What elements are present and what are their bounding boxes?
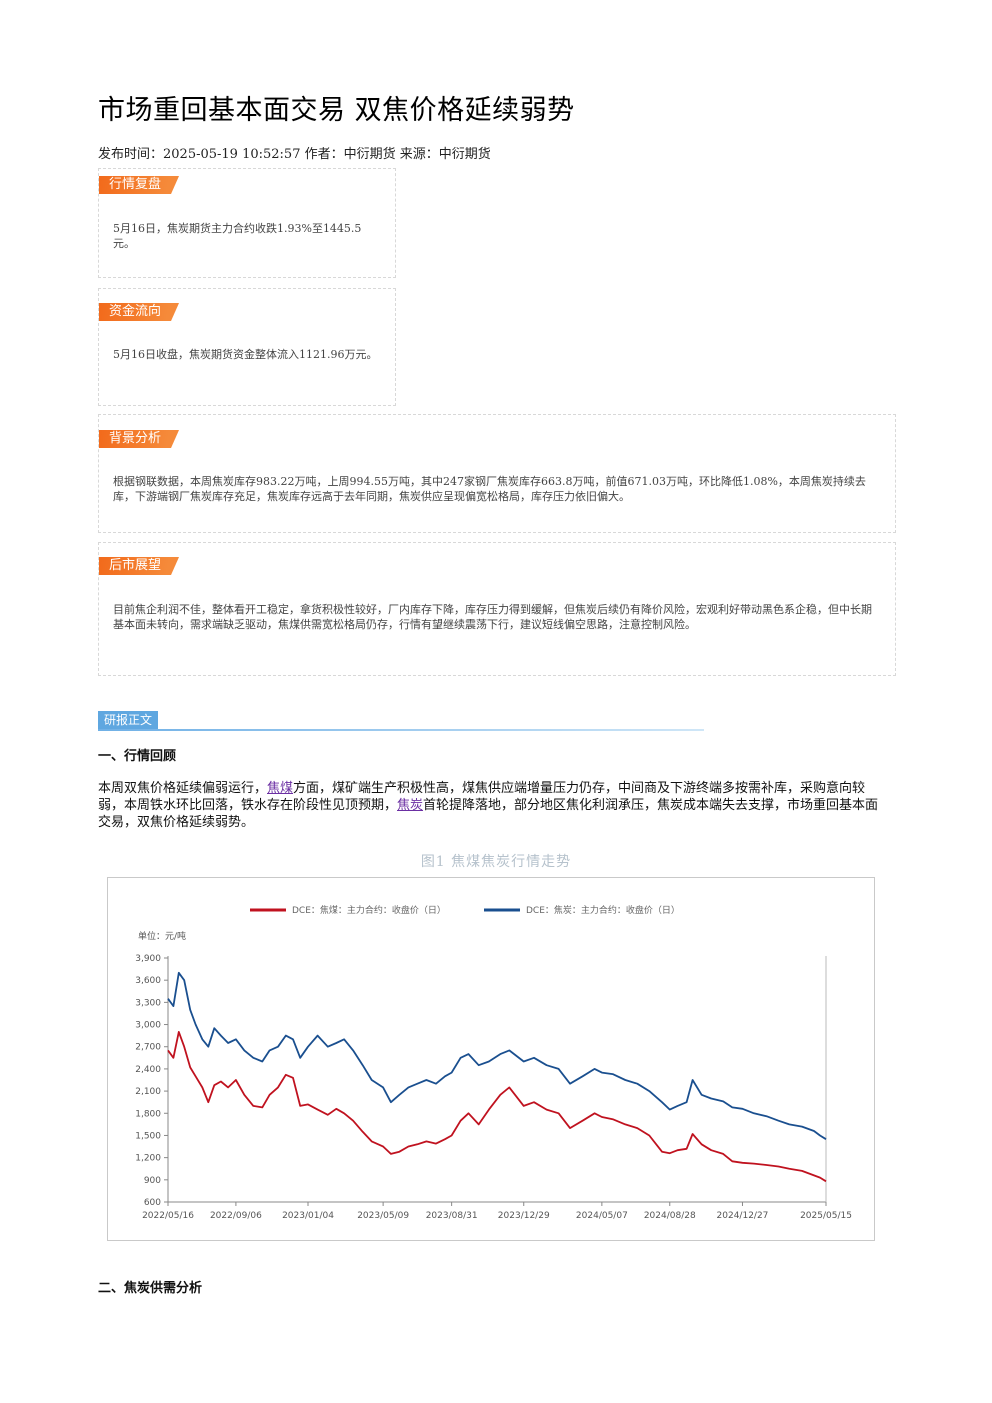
y-tick-label: 600	[144, 1198, 161, 1208]
paragraph-text-3: 首轮提降落地，部分地区焦化利润承压，焦炭成本端失去支撑，市场重回基本面交易，双焦…	[98, 798, 879, 830]
chart-axes: 600 900 1,200 1,500 1,800 2,100 2,400 2,700 3,00…	[135, 954, 852, 1221]
x-tick-label: 2025/05/15	[800, 1211, 852, 1221]
section-heading-review: 一、行情回顾	[98, 749, 177, 764]
y-tick-label: 2,100	[135, 1087, 161, 1097]
coke-series-line	[167, 971, 827, 1140]
review-text: 5月16日，焦炭期货主力合约收跌1.93%至1445.5元。	[113, 222, 362, 250]
outlook-text: 目前焦企利润不佳，整体看开工稳定，拿货积极性较好，厂内库存下降，库存压力得到缓解…	[113, 603, 872, 631]
x-tick-label: 2024/05/07	[576, 1211, 628, 1221]
y-tick-label: 3,600	[135, 976, 161, 986]
y-tick-label: 1,200	[135, 1154, 161, 1164]
y-tick-label: 1,500	[135, 1131, 161, 1141]
y-tick-label: 900	[144, 1176, 161, 1186]
section-heading-coke-supply-demand: 二、焦炭供需分析	[98, 1281, 203, 1296]
y-tick-label: 2,400	[135, 1065, 161, 1075]
review-tag: 行情复盘	[99, 176, 179, 194]
flow-box: 资金流向 5月16日收盘，焦炭期货资金整体流入1121.96万元。	[98, 288, 396, 406]
paragraph-text-1: 本周双焦价格延续偏弱运行，	[98, 781, 268, 796]
x-tick-label: 2023/05/09	[357, 1211, 409, 1221]
legend-label: DCE：焦煤：主力合约：收盘价（日）	[292, 904, 446, 916]
background-box: 背景分析 根据钢联数据，本周焦炭库存983.22万吨，上周994.55万吨，其中…	[98, 414, 896, 533]
chart-legend: DCE：焦煤：主力合约：收盘价（日） DCE：焦炭：主力合约：收盘价（日）	[250, 904, 680, 916]
price-chart: DCE：焦煤：主力合约：收盘价（日） DCE：焦炭：主力合约：收盘价（日） 单位：…	[135, 904, 852, 1221]
y-tick-label: 3,000	[135, 1021, 161, 1031]
chart-unit-label: 单位：元/吨	[138, 930, 186, 942]
x-tick-label: 2024/08/28	[644, 1211, 696, 1221]
flow-text: 5月16日收盘，焦炭期货资金整体流入1121.96万元。	[113, 348, 378, 361]
y-tick-label: 1,800	[135, 1109, 161, 1119]
coking-coal-series-line	[167, 1031, 827, 1183]
report-body-header: 研报正文	[98, 711, 704, 735]
y-tick-label: 2,700	[135, 1043, 161, 1053]
article-title: 市场重回基本面交易 双焦价格延续弱势	[98, 95, 575, 126]
background-text: 根据钢联数据，本周焦炭库存983.22万吨，上周994.55万吨，其中247家钢…	[113, 475, 866, 503]
report-body-divider	[98, 729, 704, 731]
paragraph-text-2: 方面，煤矿端生产积极性高，煤焦供应端增量压力仍存，中间商及下游终端多按需补库，采…	[98, 781, 866, 813]
x-tick-label: 2023/01/04	[282, 1211, 334, 1221]
chart-series	[167, 971, 827, 1183]
x-tick-label: 2023/12/29	[498, 1211, 550, 1221]
article-meta: 发布时间：2025-05-19 10:52:57 作者：中衍期货 来源：中衍期货	[98, 147, 491, 162]
price-chart-frame: DCE：焦煤：主力合约：收盘价（日） DCE：焦炭：主力合约：收盘价（日） 单位：…	[107, 877, 875, 1241]
y-tick-label: 3,900	[135, 954, 161, 964]
figure-caption: 图1 焦煤焦炭行情走势	[420, 854, 572, 870]
coke-link[interactable]: 焦炭	[397, 798, 424, 813]
outlook-tag: 后市展望	[99, 557, 179, 575]
coking-coal-link[interactable]: 焦煤	[267, 781, 294, 796]
y-tick-label: 3,300	[135, 998, 161, 1008]
outlook-box: 后市展望 目前焦企利润不佳，整体看开工稳定，拿货积极性较好，厂内库存下降，库存压…	[98, 542, 896, 676]
review-paragraph: 本周双焦价格延续偏弱运行，焦煤方面，煤矿端生产积极性高，煤焦供应端增量压力仍存，…	[98, 780, 890, 831]
background-tag: 背景分析	[99, 430, 179, 448]
x-tick-label: 2024/12/27	[717, 1211, 769, 1221]
review-box: 行情复盘 5月16日，焦炭期货主力合约收跌1.93%至1445.5元。	[98, 168, 396, 278]
legend-label: DCE：焦炭：主力合约：收盘价（日）	[526, 904, 680, 916]
x-tick-label: 2022/09/06	[210, 1211, 262, 1221]
x-tick-label: 2023/08/31	[426, 1211, 478, 1221]
x-tick-label: 2022/05/16	[142, 1211, 194, 1221]
report-body-tag: 研报正文	[98, 711, 159, 729]
flow-tag: 资金流向	[99, 303, 179, 321]
